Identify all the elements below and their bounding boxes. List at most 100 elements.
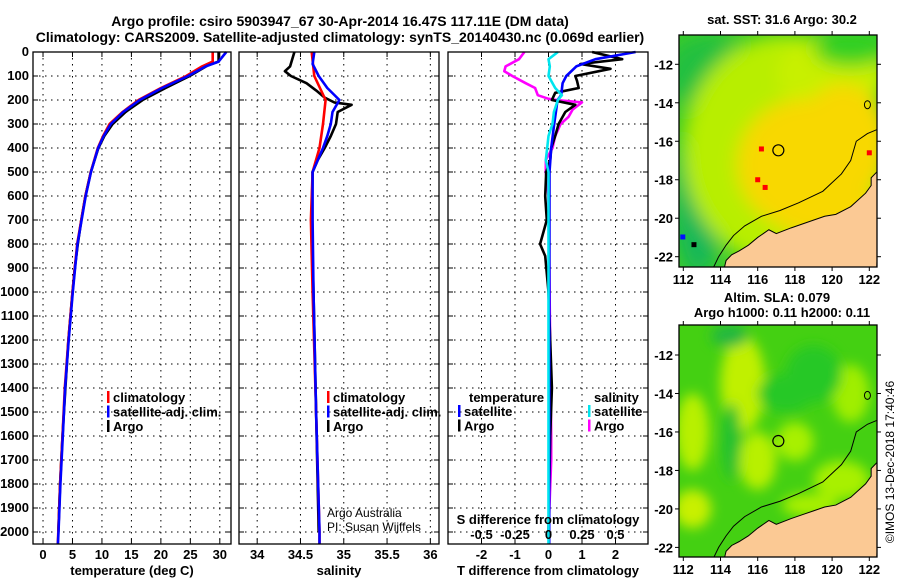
- argo-marker: [758, 146, 764, 152]
- legend-label: satellite-adj. clim.: [333, 405, 441, 420]
- lat-tick-label: -12: [654, 57, 673, 72]
- legend-swatch: [107, 405, 110, 418]
- field-blob: [679, 393, 710, 471]
- legend-swatch: [458, 405, 461, 417]
- y-tick-label: 1700: [0, 452, 29, 467]
- sst-map-title: sat. SST: 31.6 Argo: 30.2: [707, 12, 857, 27]
- lon-tick-label: 118: [784, 562, 805, 577]
- series-line-climatology: [56, 52, 214, 545]
- lon-tick-label: 120: [821, 562, 843, 577]
- y-tick-label: 100: [7, 68, 29, 83]
- s-tick-label: 0: [545, 527, 552, 542]
- series-line-salinity-satellite: [544, 50, 564, 544]
- lon-tick-label: 122: [858, 562, 880, 577]
- series-line-satellite-adj-clim-: [311, 51, 341, 544]
- x-tick-label: -2: [476, 547, 488, 562]
- map-color-field: [679, 325, 870, 529]
- legend-label: satellite: [594, 404, 642, 419]
- x-tick-label: 34: [250, 547, 265, 562]
- legend-swatch: [458, 419, 461, 432]
- series-line-salinity-argo: [502, 51, 584, 533]
- lat-tick-label: -18: [654, 463, 673, 478]
- lat-tick-label: -14: [654, 386, 674, 401]
- x-tick-label: 25: [183, 547, 197, 562]
- lat-tick-label: -18: [654, 173, 673, 188]
- y-tick-label: 1900: [0, 500, 29, 515]
- y-tick-label: 1500: [0, 404, 29, 419]
- legend-swatch: [327, 420, 330, 432]
- depth-contour: [713, 129, 877, 267]
- lon-tick-label: 122: [858, 272, 880, 287]
- x-tick-label: 0: [39, 547, 46, 562]
- x-tick-label: 15: [124, 547, 138, 562]
- x-tick-label: 30: [213, 547, 227, 562]
- plot-frame: [32, 51, 232, 545]
- legend-swatch: [107, 420, 110, 432]
- field-blob: [813, 35, 877, 67]
- y-tick-label: 0: [22, 44, 29, 59]
- legend-label: Argo: [594, 419, 624, 434]
- plot-frame: [447, 51, 649, 545]
- map-field: [679, 35, 877, 267]
- map-frame: [678, 34, 878, 268]
- lon-tick-label: 114: [710, 562, 732, 577]
- panel-salinity: 34 34.5 35 35.5 36 salinity climatologysatelli…: [238, 51, 441, 578]
- s-tick-label: 0.25: [569, 527, 594, 542]
- lon-tick-label: 112: [673, 272, 694, 287]
- y-tick-label: 800: [7, 236, 29, 251]
- sst-map: 112 114 116 118 120 122 -12 -14 -16 -18 -20 -22: [654, 31, 881, 287]
- lat-tick-label: -20: [654, 211, 673, 226]
- legend-label: Argo: [113, 419, 143, 434]
- legend-swatch: [327, 391, 330, 403]
- series-line-satellite-adj-clim-: [56, 51, 228, 545]
- legend-label: climatology: [333, 390, 406, 405]
- panel-difference-from-climatology: -2 -1 0 1 2T difference from climatology temp…: [447, 50, 649, 578]
- y-tick-label: 1600: [0, 428, 29, 443]
- x-tick-label: 34.5: [288, 547, 313, 562]
- lon-tick-label: 116: [747, 562, 768, 577]
- y-tick-label: 500: [7, 164, 29, 179]
- map-field: [679, 325, 877, 557]
- argo-marker: [755, 177, 761, 183]
- plot-frame: [238, 51, 440, 545]
- island: [863, 100, 871, 110]
- field-blob: [722, 403, 741, 481]
- map-frame: [678, 324, 878, 558]
- x-axis-label: T difference from climatology: [457, 563, 640, 578]
- profile-location-marker: [772, 434, 785, 448]
- y-tick-label: 300: [7, 116, 29, 131]
- y-tick-label: 2000: [0, 524, 29, 539]
- lat-tick-label: -12: [654, 348, 673, 363]
- field-pixel: [680, 234, 686, 240]
- y-tick-label: 1300: [0, 356, 29, 371]
- y-tick-label: 700: [7, 212, 29, 227]
- lon-tick-label: 112: [673, 562, 694, 577]
- legend-label: Argo: [333, 419, 363, 434]
- panel-temperature: 0 5 10 15 20 25 300100200300400500600700800900…: [0, 44, 232, 578]
- profile-location-marker: [772, 144, 785, 157]
- legend-label: satellite-adj. clim.: [113, 405, 221, 420]
- lat-tick-label: -22: [654, 540, 673, 555]
- series-line-temperature-argo: [538, 50, 624, 533]
- legend-swatch: [588, 419, 591, 432]
- lat-tick-label: -14: [654, 96, 674, 111]
- sla-map-title-1: Altim. SLA: 0.079: [724, 290, 830, 305]
- legend-header: temperature: [469, 390, 544, 405]
- field-blob: [832, 364, 870, 423]
- lat-tick-label: -20: [654, 502, 673, 517]
- x-tick-label: 10: [95, 547, 109, 562]
- x-tick-label: 35.5: [374, 547, 399, 562]
- timestamp: ©IMOS 13-Dec-2018 17:40:46: [883, 381, 897, 544]
- x-tick-label: -1: [509, 547, 521, 562]
- y-tick-label: 1400: [0, 380, 29, 395]
- y-tick-label: 1200: [0, 332, 29, 347]
- x-tick-label: 0: [545, 547, 552, 562]
- figure-title: Argo profile: csiro 5903947_67 30-Apr-20…: [111, 13, 569, 29]
- credit-line-1: Argo Australia: [327, 506, 402, 520]
- x-tick-label: 1: [578, 547, 585, 562]
- y-tick-label: 1800: [0, 476, 29, 491]
- lon-tick-label: 116: [747, 272, 768, 287]
- legend-swatch: [107, 391, 110, 403]
